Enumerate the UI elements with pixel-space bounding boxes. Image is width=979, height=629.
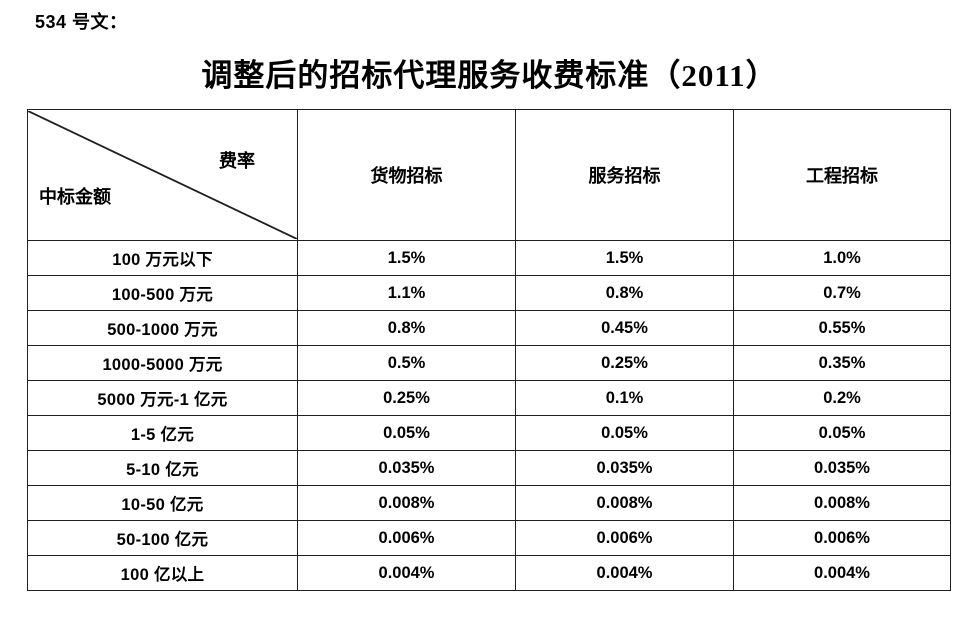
rate-cell: 0.035%: [297, 450, 516, 486]
table-row: 500-1000 万元 0.8% 0.45% 0.55%: [27, 310, 951, 346]
row-label-amount-range: 5000 万元-1 亿元: [27, 380, 298, 416]
rate-cell: 0.004%: [515, 555, 734, 591]
table-row: 1-5 亿元 0.05% 0.05% 0.05%: [27, 415, 951, 451]
corner-header-cell: 费率 中标金额: [27, 109, 298, 241]
rate-cell: 0.25%: [515, 345, 734, 381]
corner-label-rate: 费率: [219, 151, 255, 171]
table-row: 5-10 亿元 0.035% 0.035% 0.035%: [27, 450, 951, 486]
table-row: 100 亿以上 0.004% 0.004% 0.004%: [27, 555, 951, 591]
table-row: 50-100 亿元 0.006% 0.006% 0.006%: [27, 520, 951, 556]
page-title: 调整后的招标代理服务收费标准（2011）: [201, 58, 778, 93]
rate-cell: 0.05%: [515, 415, 734, 451]
corner-cell: 费率 中标金额: [28, 111, 297, 239]
row-label-amount-range: 50-100 亿元: [27, 520, 298, 556]
rate-cell: 0.35%: [733, 345, 951, 381]
rate-cell: 0.006%: [515, 520, 734, 556]
rate-cell: 0.008%: [733, 485, 951, 521]
rate-cell: 0.006%: [297, 520, 516, 556]
rate-cell: 0.25%: [297, 380, 516, 416]
rate-cell: 0.006%: [733, 520, 951, 556]
rate-table: 费率 中标金额 货物招标 服务招标 工程招标 100 万元以下 1.5% 1.5% 1…: [27, 109, 951, 591]
row-label-amount-range: 10-50 亿元: [27, 485, 298, 521]
rate-cell: 0.008%: [515, 485, 734, 521]
table-row: 100 万元以下 1.5% 1.5% 1.0%: [27, 240, 951, 276]
column-header-goods: 货物招标: [297, 109, 516, 241]
rate-cell: 0.05%: [733, 415, 951, 451]
rate-cell: 1.5%: [297, 240, 516, 276]
rate-cell: 0.05%: [297, 415, 516, 451]
rate-cell: 0.8%: [297, 310, 516, 346]
diagonal-divider-line: [28, 111, 297, 239]
rate-table-body: 100 万元以下 1.5% 1.5% 1.0% 100-500 万元 1.1% 0.8% 0.…: [27, 240, 951, 591]
row-label-amount-range: 1-5 亿元: [27, 415, 298, 451]
header-row: 费率 中标金额 货物招标 服务招标 工程招标: [27, 109, 951, 241]
rate-cell: 0.55%: [733, 310, 951, 346]
column-header-services: 服务招标: [515, 109, 734, 241]
row-label-amount-range: 5-10 亿元: [27, 450, 298, 486]
rate-cell: 0.035%: [733, 450, 951, 486]
table-row: 5000 万元-1 亿元 0.25% 0.1% 0.2%: [27, 380, 951, 416]
rate-cell: 0.45%: [515, 310, 734, 346]
rate-cell: 0.2%: [733, 380, 951, 416]
rate-cell: 0.7%: [733, 275, 951, 311]
rate-cell: 1.5%: [515, 240, 734, 276]
doc-ref-label: 534 号文：: [35, 12, 128, 32]
rate-cell: 1.1%: [297, 275, 516, 311]
rate-cell: 0.8%: [515, 275, 734, 311]
row-label-amount-range: 100 亿以上: [27, 555, 298, 591]
rate-cell: 1.0%: [733, 240, 951, 276]
rate-cell: 0.1%: [515, 380, 734, 416]
rate-cell: 0.004%: [297, 555, 516, 591]
rate-cell: 0.008%: [297, 485, 516, 521]
table-row: 100-500 万元 1.1% 0.8% 0.7%: [27, 275, 951, 311]
row-label-amount-range: 500-1000 万元: [27, 310, 298, 346]
rate-cell: 0.5%: [297, 345, 516, 381]
corner-label-bid-amount: 中标金额: [39, 187, 111, 207]
rate-cell: 0.004%: [733, 555, 951, 591]
table-row: 10-50 亿元 0.008% 0.008% 0.008%: [27, 485, 951, 521]
table-row: 1000-5000 万元 0.5% 0.25% 0.35%: [27, 345, 951, 381]
row-label-amount-range: 100-500 万元: [27, 275, 298, 311]
rate-cell: 0.035%: [515, 450, 734, 486]
row-label-amount-range: 100 万元以下: [27, 240, 298, 276]
row-label-amount-range: 1000-5000 万元: [27, 345, 298, 381]
column-header-engineering: 工程招标: [733, 109, 951, 241]
